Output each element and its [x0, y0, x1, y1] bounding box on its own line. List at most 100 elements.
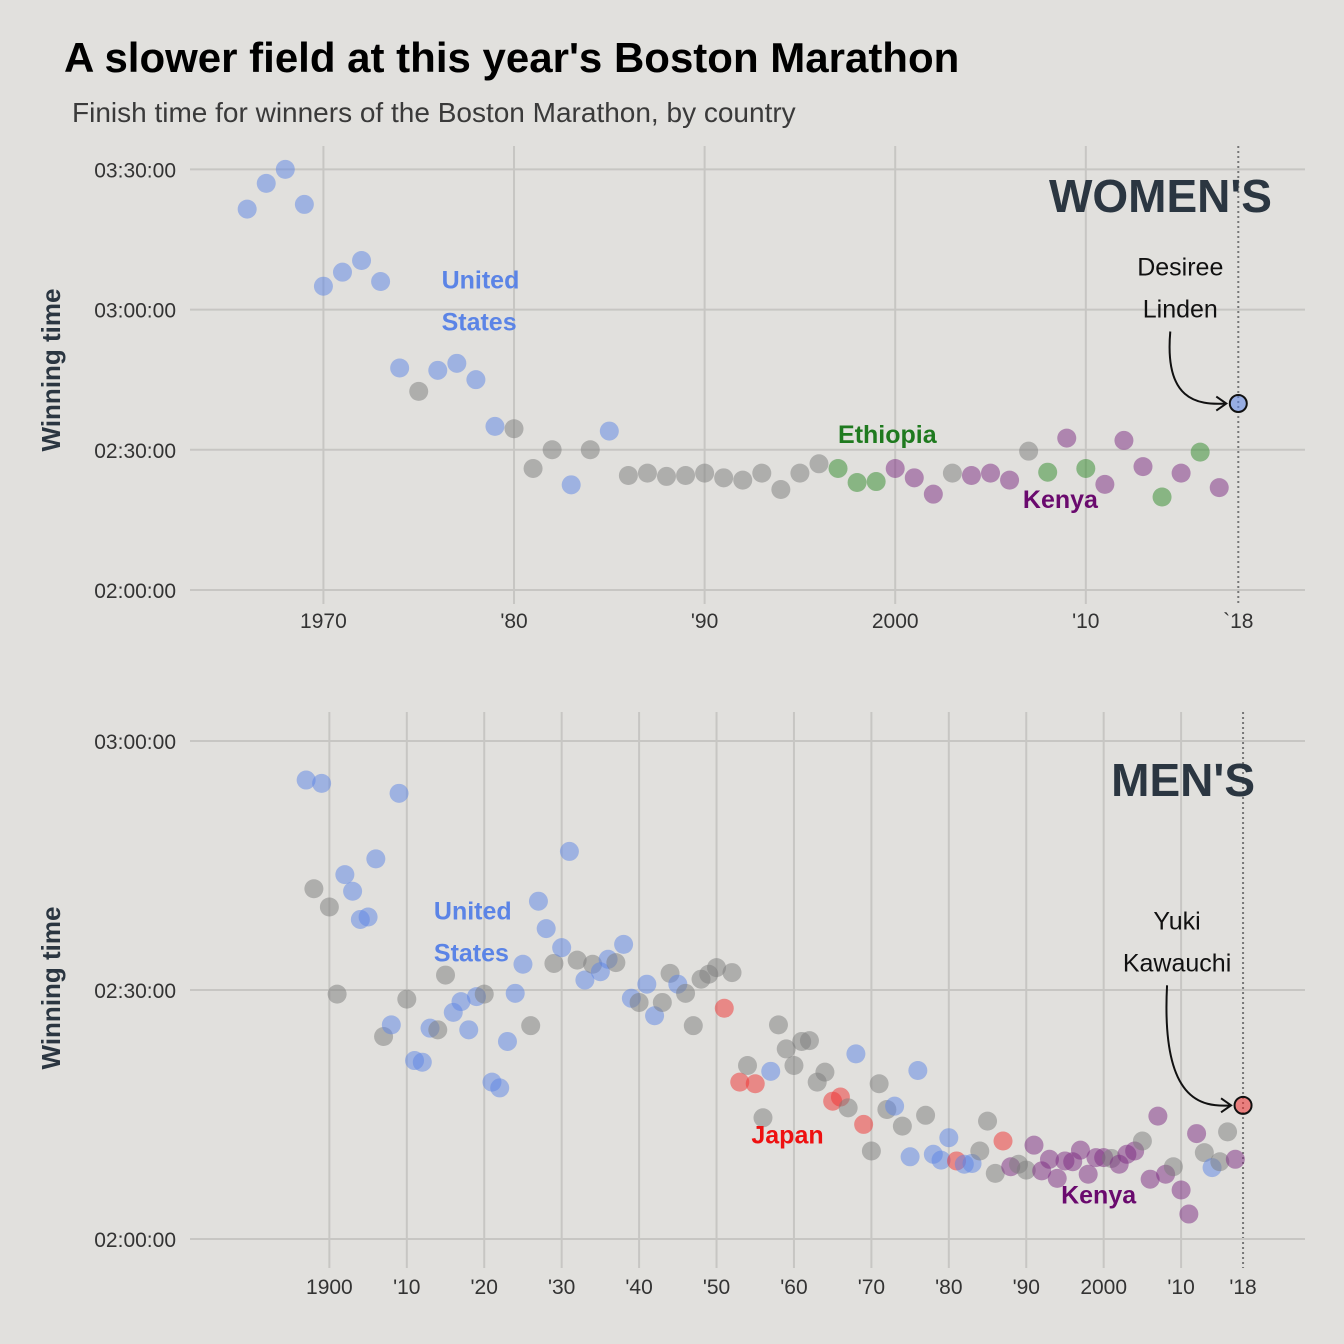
- data-point: [809, 454, 829, 474]
- data-point: [733, 470, 753, 490]
- callout-arrowhead: [1220, 1097, 1233, 1114]
- data-point: [327, 984, 347, 1004]
- callout-arrow: [1168, 331, 1227, 405]
- data-point: [1076, 458, 1096, 478]
- data-point: [313, 276, 333, 296]
- x-tick-label: '90: [1013, 1276, 1040, 1299]
- data-point: [738, 1056, 757, 1076]
- data-point: [428, 1020, 448, 1040]
- data-point: [745, 1074, 765, 1094]
- data-point: [528, 891, 548, 911]
- country-annotation: United: [442, 267, 520, 295]
- x-tick-label: `18: [1223, 610, 1253, 633]
- data-point: [580, 440, 600, 460]
- x-tick-label: 2000: [1080, 1276, 1127, 1299]
- x-tick-label: '60: [780, 1276, 807, 1299]
- data-point: [366, 849, 386, 869]
- data-point: [1190, 442, 1210, 462]
- data-point: [970, 1141, 990, 1161]
- y-tick-label: 03:00:00: [94, 300, 176, 323]
- y-tick-label: 03:30:00: [94, 159, 176, 182]
- data-point: [390, 358, 410, 378]
- data-point: [544, 953, 564, 973]
- x-tick-label: '80: [935, 1276, 962, 1299]
- data-point: [412, 1052, 432, 1072]
- data-point: [1078, 1164, 1098, 1184]
- womens-panel: 1970 '80 '90 2000 '10 `18 02:00:00 02:30:00 03:0…: [36, 146, 1305, 633]
- data-point: [436, 965, 456, 985]
- highlight-point: [1228, 394, 1248, 414]
- winner-callout-label: Kawauchi: [1123, 949, 1231, 977]
- data-point: [683, 1016, 703, 1036]
- data-point: [799, 1031, 819, 1051]
- x-tick-label: '18: [1229, 1276, 1256, 1299]
- data-point: [629, 992, 649, 1012]
- data-point: [490, 1078, 510, 1098]
- data-point: [542, 440, 562, 460]
- data-point: [1179, 1204, 1199, 1224]
- data-point: [784, 1056, 804, 1076]
- data-point: [294, 194, 314, 214]
- x-tick-label: '10: [1072, 610, 1099, 633]
- data-point: [1038, 462, 1058, 482]
- data-point: [707, 958, 727, 978]
- data-point: [606, 953, 626, 973]
- data-point: [981, 463, 1001, 483]
- chart-subtitle: Finish time for winners of the Boston Ma…: [72, 97, 796, 128]
- data-point: [656, 466, 676, 486]
- data-point: [536, 919, 556, 939]
- x-tick-label: '20: [471, 1276, 498, 1299]
- data-point: [1225, 1149, 1245, 1169]
- data-point: [1210, 1152, 1230, 1172]
- data-point: [485, 416, 505, 436]
- data-point: [985, 1163, 1005, 1183]
- country-annotation: Kenya: [1023, 486, 1099, 514]
- data-point: [1132, 1131, 1152, 1151]
- x-tick-label: '10: [393, 1276, 420, 1299]
- data-point: [761, 1061, 781, 1081]
- mens-panel: 1900 '10 '20 '30 '40 '50 '60 '70 '80 '90 2000 '10 '1…: [36, 712, 1305, 1299]
- data-point: [1024, 1135, 1044, 1155]
- data-point: [1148, 1106, 1168, 1126]
- data-point: [752, 463, 772, 483]
- data-point: [466, 370, 486, 390]
- data-point: [861, 1141, 881, 1161]
- data-point: [1016, 1160, 1036, 1180]
- data-point: [459, 1020, 479, 1040]
- x-tick-label: '40: [625, 1276, 652, 1299]
- data-point: [335, 865, 355, 885]
- data-point: [942, 463, 962, 483]
- data-point: [397, 989, 417, 1009]
- data-point: [828, 458, 848, 478]
- data-point: [447, 353, 467, 373]
- winner-callout-label: Desiree: [1137, 254, 1223, 282]
- data-point: [847, 472, 867, 492]
- data-point: [695, 463, 715, 483]
- data-point: [1000, 470, 1020, 490]
- data-point: [1057, 428, 1077, 448]
- data-point: [790, 463, 810, 483]
- data-point: [1133, 457, 1153, 477]
- data-point: [304, 879, 324, 899]
- y-axis-title: Winning time: [36, 907, 66, 1070]
- data-point: [312, 773, 332, 793]
- data-point: [676, 983, 696, 1003]
- data-point: [854, 1114, 874, 1134]
- data-point: [1114, 430, 1134, 450]
- winner-callout-label: Yuki: [1153, 907, 1200, 935]
- data-point: [1019, 441, 1039, 461]
- data-point: [1163, 1157, 1183, 1177]
- data-point: [614, 934, 634, 954]
- data-point: [561, 475, 581, 495]
- x-tick-label: 2000: [872, 610, 919, 633]
- data-point: [409, 381, 429, 401]
- data-point: [237, 199, 257, 219]
- data-point: [451, 992, 471, 1012]
- data-point: [1152, 487, 1172, 507]
- data-point: [652, 992, 672, 1012]
- data-point: [768, 1015, 788, 1035]
- data-point: [497, 1031, 517, 1051]
- data-point: [866, 472, 886, 492]
